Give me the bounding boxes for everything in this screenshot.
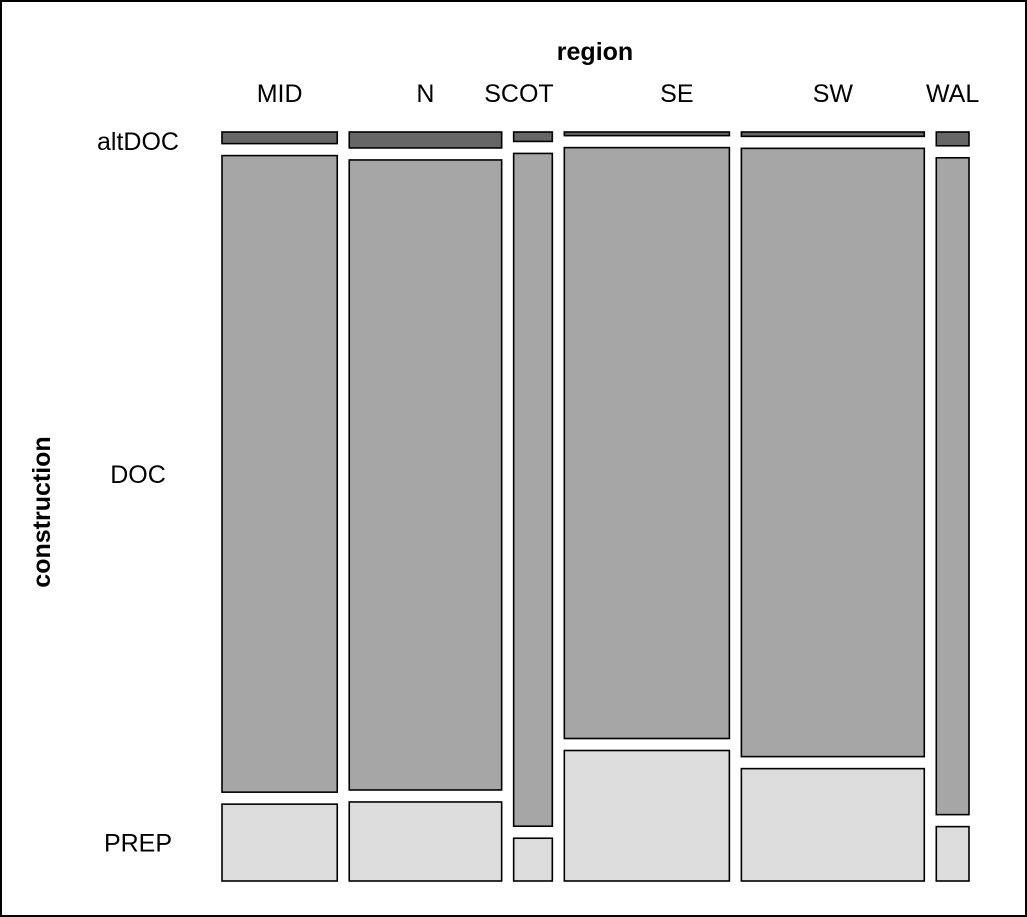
tile-sw-altdoc — [740, 131, 926, 138]
column-label-n: N — [416, 80, 434, 108]
tile-sw-doc — [740, 147, 926, 758]
tile-mid-doc — [221, 154, 339, 793]
mosaic-tiles — [221, 131, 970, 882]
column-label-sw: SW — [813, 80, 854, 108]
row-label-altdoc: altDOC — [97, 128, 179, 156]
tile-mid-altdoc — [221, 131, 339, 145]
column-label-scot: SCOT — [484, 80, 553, 108]
row-label-prep: PREP — [104, 830, 172, 858]
row-label-doc: DOC — [110, 461, 166, 489]
tile-wal-altdoc — [935, 131, 970, 147]
tile-se-doc — [563, 146, 731, 740]
row-labels: altDOC DOC PREP — [97, 128, 179, 858]
y-axis-title: construction — [28, 436, 56, 587]
tile-scot-prep — [512, 837, 554, 882]
column-label-wal: WAL — [926, 80, 979, 108]
tile-wal-prep — [935, 825, 970, 882]
tile-mid-prep — [221, 803, 339, 882]
tile-wal-doc — [935, 156, 970, 816]
column-labels: MID N SCOT SE SW WAL — [257, 80, 980, 108]
tile-se-altdoc — [563, 131, 731, 137]
x-axis-title: region — [557, 38, 633, 66]
tile-n-doc — [348, 159, 503, 791]
column-label-se: SE — [660, 80, 693, 108]
tile-scot-altdoc — [512, 131, 554, 143]
tile-scot-doc — [512, 152, 554, 828]
tile-se-prep — [563, 749, 731, 882]
tile-n-prep — [348, 801, 503, 882]
tile-n-altdoc — [348, 131, 503, 149]
tile-sw-prep — [740, 767, 926, 882]
column-label-mid: MID — [257, 80, 303, 108]
